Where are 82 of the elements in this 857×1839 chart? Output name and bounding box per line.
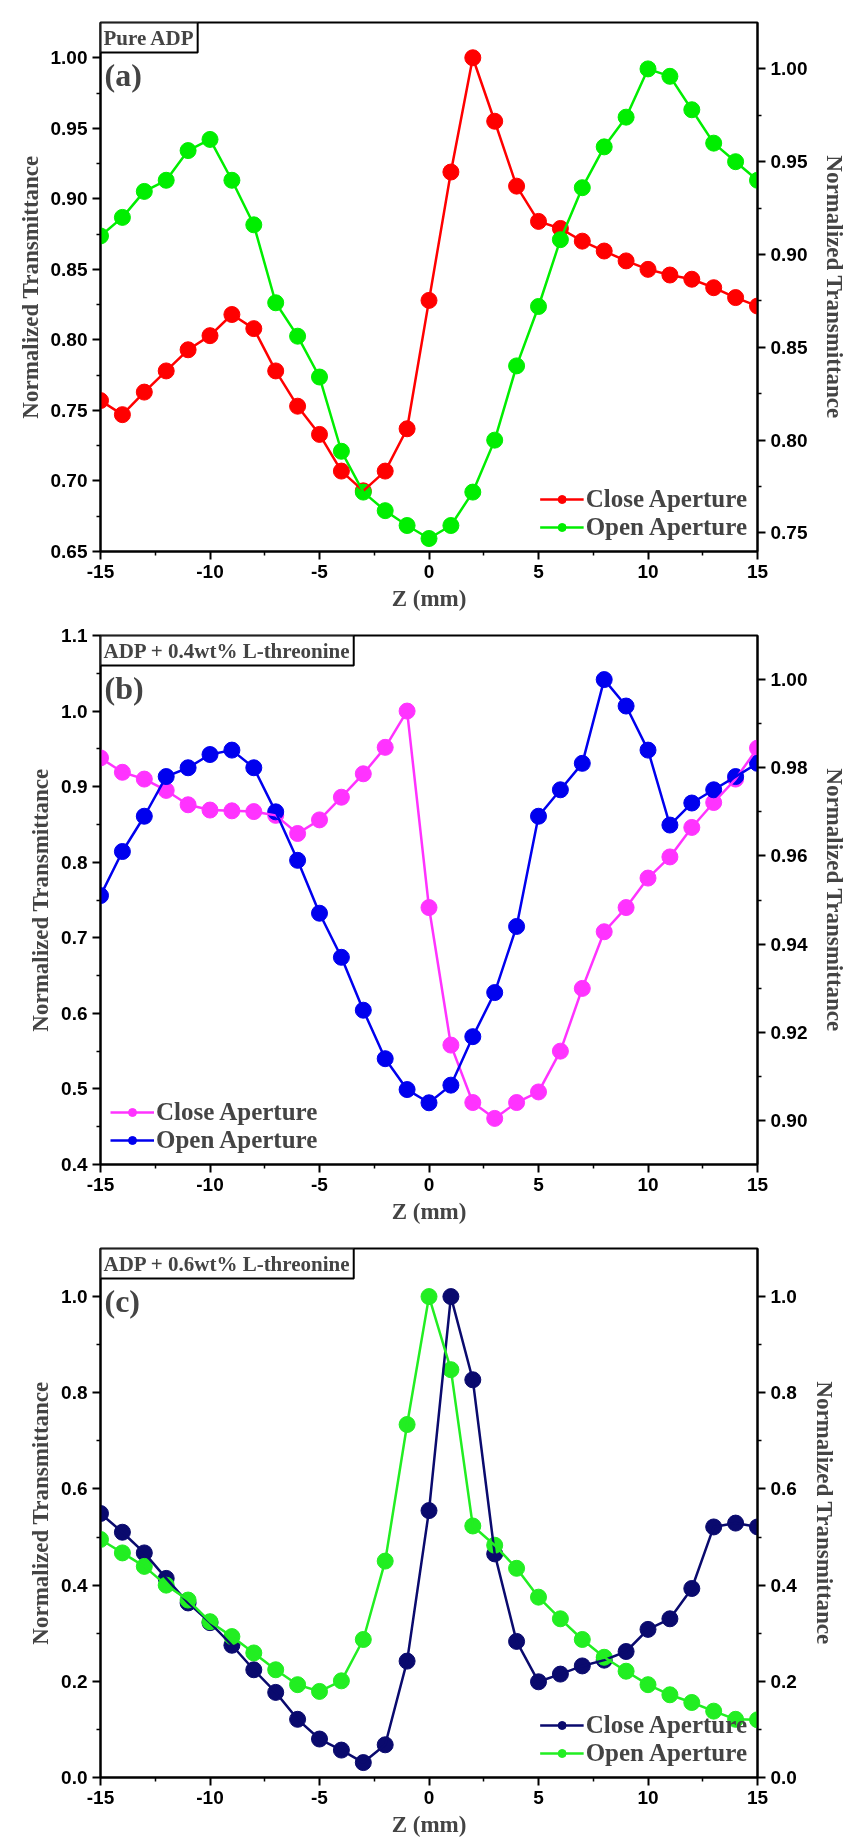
x-tick-label: 15: [746, 560, 769, 582]
y-tick-label: 0.70: [50, 470, 88, 492]
x-tick-label: 0: [423, 1786, 435, 1808]
x-tick-label: 0: [423, 1173, 435, 1195]
legend-label: Open Aperture: [585, 513, 747, 541]
y2-tick-label: 0.90: [770, 1109, 808, 1131]
y2-tick-label: 0.0: [770, 1767, 797, 1788]
y2-tick-label: 0.96: [770, 845, 808, 867]
x-tick-label: 10: [637, 1173, 659, 1195]
legend-label: Close Aperture: [156, 1098, 318, 1126]
y-tick-label: 0.65: [50, 541, 88, 562]
y2-axis-title: Normalized Transmittance: [822, 155, 848, 419]
y2-tick-label: 0.95: [770, 151, 808, 173]
y-tick-label: 0.7: [61, 927, 88, 949]
chart-title: Pure ADP: [103, 25, 194, 50]
x-tick-label: -15: [86, 560, 115, 582]
y-axis-title: Normalized Transmittance: [17, 155, 43, 419]
y2-tick-label: 0.92: [770, 1021, 808, 1043]
legend-label: Close Aperture: [585, 485, 747, 513]
y2-tick-label: 0.80: [770, 429, 808, 451]
y-tick-label: 0.85: [50, 258, 88, 280]
y2-tick-label: 0.6: [770, 1478, 797, 1500]
y2-axis-title: Normalized Transmittance: [811, 1381, 837, 1645]
y2-tick-label: 1.0: [770, 1286, 797, 1308]
chart-title: ADP + 0.4wt% L-threonine: [103, 638, 350, 663]
x-tick-label: -10: [196, 1786, 224, 1808]
x-tick-label: 10: [637, 1786, 659, 1808]
y2-tick-label: 1.00: [770, 58, 808, 80]
y-axis-title: Normalized Transmittance: [28, 768, 54, 1032]
y-tick-label: 0.75: [50, 399, 88, 421]
legend-label: Open Aperture: [585, 1739, 747, 1767]
x-tick-label: 15: [746, 1173, 769, 1195]
x-tick-label: -15: [86, 1786, 115, 1808]
y-tick-label: 0.5: [61, 1078, 88, 1100]
y2-axis-title: Normalized Transmittance: [822, 768, 848, 1032]
y-tick-label: 1.1: [61, 625, 88, 646]
y-tick-label: 0.4: [61, 1154, 88, 1175]
x-tick-label: 10: [637, 560, 659, 582]
y-tick-label: 0.80: [50, 329, 88, 351]
x-tick-label: -5: [311, 1786, 329, 1808]
x-tick-label: 15: [746, 1786, 769, 1808]
x-tick-label: -10: [196, 560, 224, 582]
x-tick-label: 5: [533, 1173, 545, 1195]
y-tick-label: 0.0: [61, 1767, 88, 1788]
y2-tick-label: 0.8: [770, 1382, 797, 1404]
y-tick-label: 0.9: [61, 776, 88, 798]
y2-tick-label: 0.98: [770, 757, 808, 779]
annotation: (c): [104, 1282, 141, 1319]
y2-tick-label: 1.00: [770, 669, 808, 691]
y2-tick-label: 0.85: [770, 336, 808, 358]
x-axis-title: Z (mm): [391, 1198, 467, 1224]
y2-tick-label: 0.2: [770, 1670, 797, 1692]
x-tick-label: -15: [86, 1173, 115, 1195]
x-tick-label: -5: [311, 560, 329, 582]
y2-tick-label: 0.4: [770, 1574, 798, 1596]
y-tick-label: 0.90: [50, 188, 88, 210]
y-tick-label: 0.6: [61, 1478, 88, 1500]
y-tick-label: 0.6: [61, 1002, 88, 1024]
x-tick-label: 5: [533, 560, 545, 582]
x-axis-title: Z (mm): [391, 585, 467, 611]
y-tick-label: 1.0: [61, 1286, 88, 1308]
y-tick-label: 1.0: [61, 700, 88, 722]
y2-tick-label: 0.90: [770, 244, 808, 266]
y-tick-label: 0.95: [50, 117, 88, 139]
x-tick-label: 5: [533, 1786, 545, 1808]
y-tick-label: 1.00: [50, 47, 88, 69]
y2-tick-label: 0.75: [770, 522, 808, 544]
y-axis-title: Normalized Transmittance: [28, 1381, 54, 1645]
y-tick-label: 0.8: [61, 1382, 88, 1404]
x-tick-label: -5: [311, 1173, 329, 1195]
legend-label: Close Aperture: [585, 1711, 747, 1739]
x-axis-title: Z (mm): [391, 1811, 467, 1837]
y-tick-label: 0.8: [61, 851, 88, 873]
y-tick-label: 0.4: [61, 1574, 88, 1596]
legend-label: Open Aperture: [156, 1126, 318, 1154]
x-tick-label: -10: [196, 1173, 224, 1195]
annotation: (a): [104, 56, 142, 93]
chart-title: ADP + 0.6wt% L-threonine: [103, 1251, 350, 1276]
x-tick-label: 0: [423, 560, 435, 582]
y2-tick-label: 0.94: [770, 933, 808, 955]
annotation: (b): [104, 669, 144, 706]
y-tick-label: 0.2: [61, 1670, 88, 1692]
